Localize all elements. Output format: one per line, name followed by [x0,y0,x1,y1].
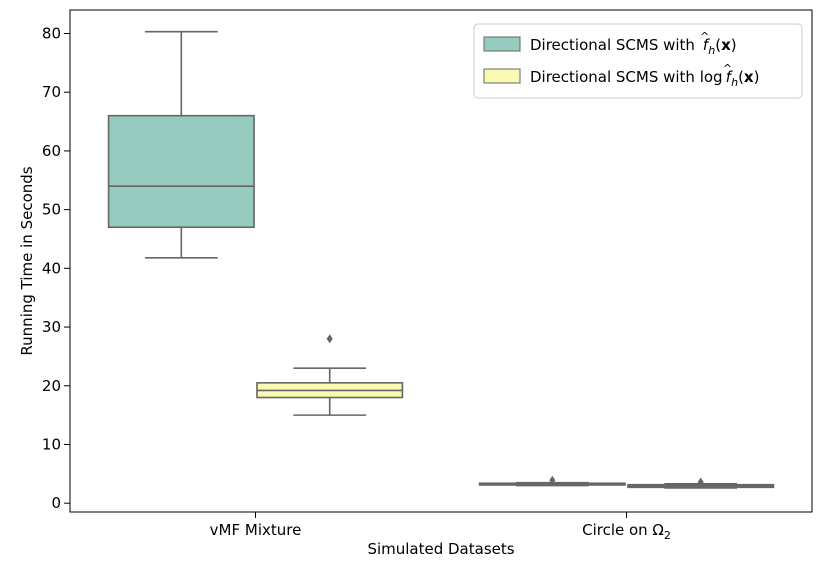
y-tick-label: 70 [42,83,61,101]
y-axis: 0 10 20 30 40 50 60 70 80 [42,24,70,512]
outlier-point [697,477,704,487]
legend: Directional SCMS with f^h(x) Directional … [473,23,803,99]
box-1-1 [627,477,775,489]
legend-swatch [483,68,521,84]
x-axis-label: Simulated Datasets [367,540,514,558]
y-axis-label: Running Time in Seconds [18,166,36,355]
x-tick-label: vMF Mixture [210,521,302,539]
y-tick-label: 10 [42,435,61,453]
y-tick-label: 30 [42,318,61,336]
box-iqr [107,114,255,229]
legend-frame [473,23,803,99]
legend-swatch [483,36,521,52]
box-0-0 [107,30,255,259]
plot-frame [69,9,813,513]
y-tick-label: 40 [42,259,61,277]
x-tick-label: Circle on Ω2 [582,521,671,542]
legend-label: Directional SCMS with log f^h(x) [530,62,759,89]
x-axis: vMF Mixture Circle on Ω2 [210,512,671,542]
y-tick-label: 80 [42,24,61,42]
outlier-point [549,475,556,485]
plot-area [107,30,775,489]
y-tick-label: 0 [51,494,61,512]
y-tick-label: 20 [42,377,61,395]
y-tick-label: 60 [42,142,61,160]
legend-label: Directional SCMS with f^h(x) [530,30,737,57]
y-tick-label: 50 [42,201,61,219]
box-1-0 [256,334,404,416]
box-0-1 [478,475,626,487]
outlier-point [326,334,333,344]
